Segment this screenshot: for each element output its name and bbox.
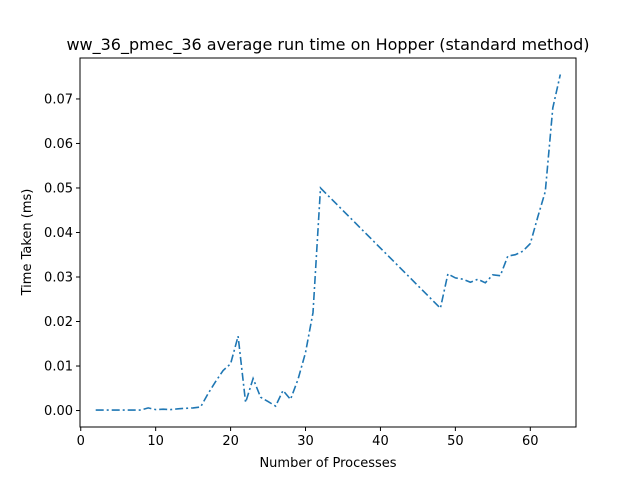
x-tick-label: 50 (447, 434, 464, 449)
y-tick-label: 0.00 (44, 404, 73, 419)
x-axis-label: Number of Processes (259, 456, 396, 471)
x-tick-label: 30 (297, 434, 314, 449)
y-tick-label: 0.04 (44, 226, 73, 241)
y-axis-ticks: 0.00 0.01 0.02 0.03 0.04 0.05 0.06 0.07 (44, 92, 80, 419)
x-axis-ticks: 0 10 20 30 40 50 60 (77, 427, 539, 449)
series-line (95, 74, 562, 411)
plot-area (80, 58, 576, 427)
y-tick-label: 0.01 (44, 360, 73, 375)
x-tick-label: 0 (77, 434, 85, 449)
y-tick-label: 0.05 (44, 181, 73, 196)
y-tick-label: 0.02 (44, 315, 73, 330)
y-tick-label: 0.03 (44, 270, 73, 285)
x-tick-label: 20 (222, 434, 239, 449)
axes-frame (79, 57, 577, 428)
chart-title: ww_36_pmec_36 average run time on Hopper… (66, 35, 589, 55)
x-tick-label: 40 (372, 434, 389, 449)
y-axis-label: Time Taken (ms) (20, 189, 35, 297)
x-tick-label: 10 (147, 434, 164, 449)
y-tick-label: 0.06 (44, 137, 73, 152)
y-tick-label: 0.07 (44, 92, 73, 107)
x-tick-label: 60 (522, 434, 539, 449)
